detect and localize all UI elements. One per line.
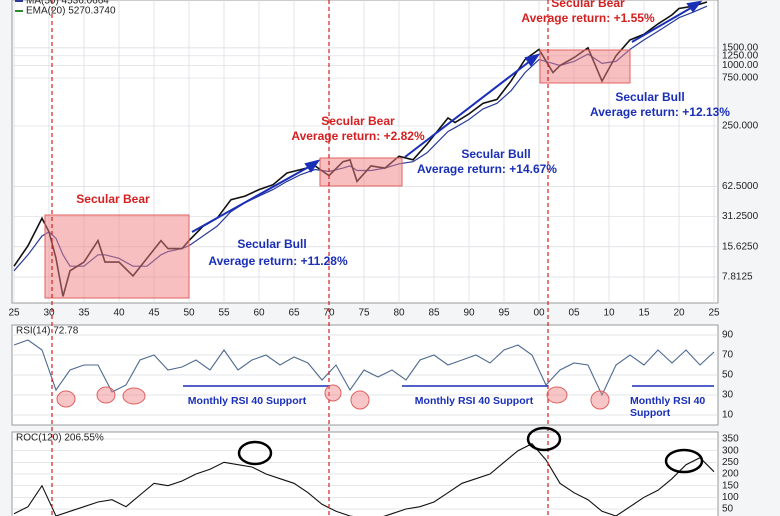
annotation: Secular Bull: [237, 237, 306, 251]
y-tick-label: 30: [722, 390, 734, 401]
x-tick-label: 15: [638, 308, 650, 319]
roc-circle: [526, 426, 562, 452]
x-tick-label: 45: [148, 308, 160, 319]
arrow-head: [524, 53, 541, 67]
annotation: Secular Bull: [615, 90, 684, 104]
x-tick-label: 30: [43, 308, 55, 319]
x-tick-label: 05: [568, 308, 580, 319]
y-tick-label: 62.5000: [722, 181, 759, 192]
y-tick-label: 90: [722, 330, 734, 341]
arrow: [191, 163, 315, 233]
panel-title: ROC(120) 206.55%: [16, 433, 104, 444]
panel-title: RSI(14) 72.78: [16, 326, 79, 337]
x-tick-label: 80: [393, 308, 405, 319]
y-tick-label: 1250.00: [722, 50, 759, 61]
roc-circle: [237, 440, 273, 466]
rsi-circle: [546, 386, 568, 404]
legend-label: EMA(20) 5270.3740: [26, 6, 116, 17]
support-label: Support: [630, 407, 671, 419]
annotation: Average return: +14.67%: [417, 162, 557, 176]
support-label: Monthly RSI 40 Support: [188, 395, 307, 407]
annotation: Secular Bear: [76, 192, 150, 206]
rsi-circle: [56, 390, 76, 408]
arrow: [404, 57, 535, 158]
y-tick-label: 50: [722, 504, 734, 515]
legend-label: MA(50) 4536.0664: [26, 0, 109, 7]
support-label: Monthly RSI 40: [630, 395, 705, 407]
x-tick-label: 60: [253, 308, 265, 319]
y-tick-label: 31.2500: [722, 211, 759, 222]
y-tick-label: 200: [722, 469, 739, 480]
annotation: Secular Bull: [461, 147, 530, 161]
support-label: Monthly RSI 40 Support: [415, 395, 534, 407]
arrow: [631, 4, 697, 43]
y-tick-label: 250.000: [722, 121, 759, 132]
y-tick-label: 70: [722, 350, 734, 361]
x-tick-label: 20: [673, 308, 685, 319]
annotation: Average return: +12.13%: [590, 105, 730, 119]
x-tick-label: 65: [288, 308, 300, 319]
x-tick-label: 35: [78, 308, 90, 319]
bear-zone: [44, 214, 190, 299]
rsi-circle: [324, 384, 342, 402]
x-tick-label: 55: [218, 308, 230, 319]
x-tick-label: 70: [323, 308, 335, 319]
roc-circle: [664, 448, 704, 474]
x-tick-label: 40: [113, 308, 125, 319]
y-tick-label: 300: [722, 445, 739, 456]
x-tick-label: 50: [183, 308, 195, 319]
y-tick-label: 150: [722, 480, 739, 491]
y-tick-label: 10: [722, 410, 734, 421]
rsi-circle: [96, 386, 116, 404]
roc-circles: [237, 426, 704, 474]
x-tick-label: 85: [428, 308, 440, 319]
y-tick-label: 350: [722, 434, 739, 445]
x-tick-label: 95: [498, 308, 510, 319]
annotation: Average return: +1.55%: [521, 11, 655, 25]
annotation: Average return: +2.82%: [291, 129, 425, 143]
y-tick-label: 1500.00: [722, 43, 759, 54]
overlays: [44, 0, 714, 516]
annotation: Secular Bear: [321, 114, 395, 128]
bear-zone: [539, 49, 631, 84]
data-line: [13, 339, 715, 397]
labels: 7.8125 15.6250 31.2500 62.5000 250.000 750.00…: [8, 0, 759, 515]
y-tick-label: 50: [722, 370, 734, 381]
x-tick-label: 00: [533, 308, 545, 319]
arrows: [191, 0, 703, 233]
arrow-head: [686, 0, 703, 13]
y-tick-label: 1000.00: [722, 60, 759, 71]
rsi-circle: [590, 390, 610, 410]
y-tick-label: 15.6250: [722, 241, 759, 252]
arrow-head: [304, 159, 321, 173]
annotation: Average return: +11.28%: [208, 254, 348, 268]
x-tick-label: 25: [708, 308, 720, 319]
data-line: [13, 443, 715, 516]
x-tick-label: 75: [358, 308, 370, 319]
y-tick-label: 7.8125: [722, 272, 753, 283]
annotation: Secular Bear: [551, 0, 625, 10]
rsi-circle: [122, 387, 146, 405]
x-tick-label: 10: [603, 308, 615, 319]
bear-zone: [319, 157, 403, 187]
y-tick-label: 100: [722, 492, 739, 503]
rsi-circles: [56, 384, 610, 410]
y-tick-label: 750.000: [722, 73, 759, 84]
rsi-circle: [350, 390, 370, 410]
cycle-lines: [51, 0, 549, 516]
x-tick-label: 25: [8, 308, 20, 319]
y-tick-label: 250: [722, 457, 739, 468]
x-tick-label: 90: [463, 308, 475, 319]
